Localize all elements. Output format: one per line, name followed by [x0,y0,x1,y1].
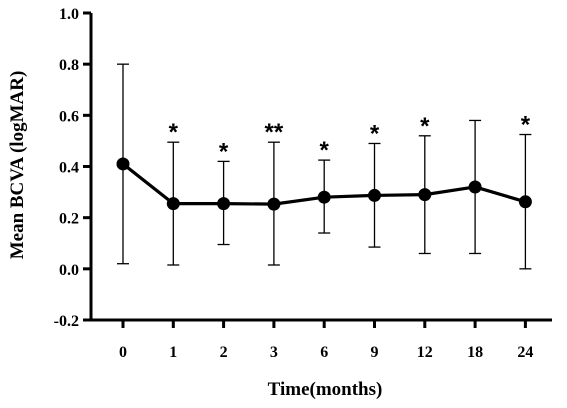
significance-mark: * [219,138,229,165]
significance-mark: * [521,112,531,139]
significance-mark: * [320,137,330,164]
data-point [518,195,532,209]
data-point [267,197,281,211]
x-tick-label: 3 [270,344,278,361]
x-axis-title: Time(months) [268,379,383,400]
data-point [368,188,381,202]
y-tick-label: -0.2 [54,313,79,330]
significance-mark: * [420,113,430,140]
x-tick-label: 12 [417,344,433,361]
y-tick-label: 0.0 [59,262,79,279]
y-tick-label: 1.0 [59,6,79,23]
x-tick-label: 24 [517,344,533,361]
x-tick-label: 0 [119,344,127,361]
data-point [418,188,432,202]
data-point [166,197,180,211]
x-axis: 0 1 2 3 6 9 12 18 24 [89,318,552,361]
y-tick-label: 0.8 [59,57,79,74]
data-point [468,180,482,194]
x-tick-label: 9 [371,344,379,361]
x-tick-label: 1 [169,344,177,361]
data-points [116,157,532,211]
x-tick-label: 6 [320,344,328,361]
y-axis-title: Mean BCVA (logMAR) [7,71,28,260]
y-tick-label: 0.2 [59,211,79,228]
x-tick-label: 2 [220,344,228,361]
error-bars [117,63,532,270]
data-point [116,157,130,171]
data-point [317,190,331,204]
significance-mark: * [370,120,380,147]
data-point [217,197,231,211]
x-tick-label: 18 [467,344,483,361]
significance-marks: ****** * * [169,112,531,166]
significance-mark: ** [265,119,284,146]
y-tick-label: 0.4 [59,160,79,177]
y-tick-label: 0.6 [59,108,79,125]
significance-mark: * [169,119,179,146]
y-axis: -0.2 0.0 0.2 0.4 0.6 0.8 1.0 [54,6,93,330]
